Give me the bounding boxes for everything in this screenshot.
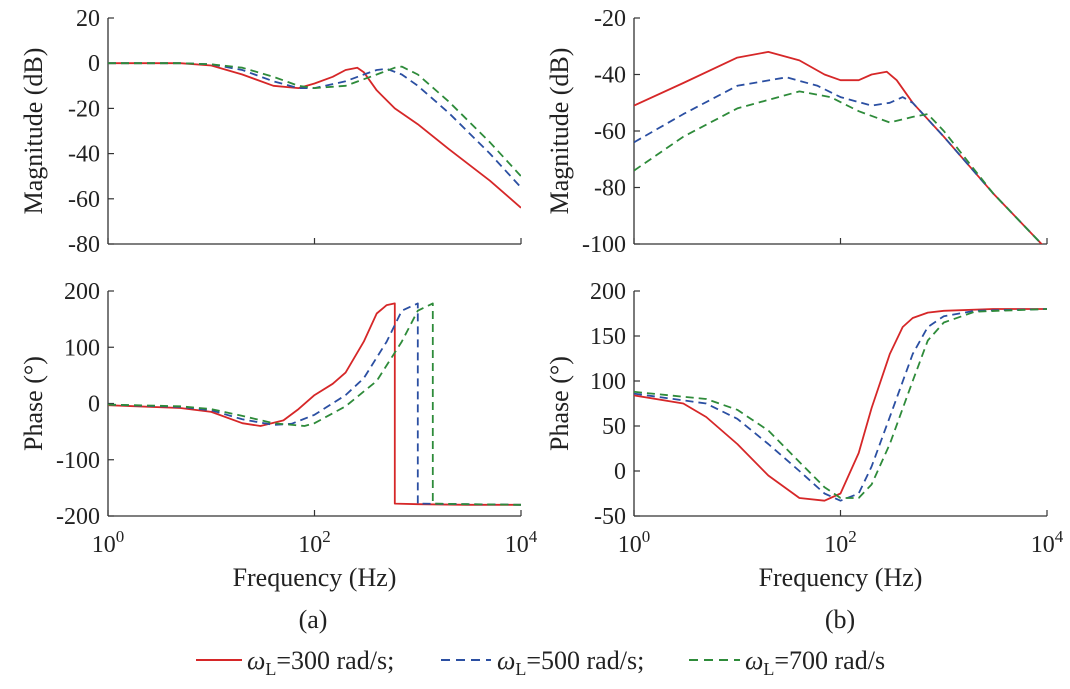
legend-subscript-500: L [515, 659, 526, 679]
caption-a: (a) [299, 605, 328, 634]
y-tick-label-b-phase-2: 100 [590, 369, 626, 395]
series-line-b-mag-0 [634, 51, 1043, 244]
legend-symbol-300: ω [247, 646, 265, 675]
x-tick-base-a-phase-2: 10 [505, 532, 529, 558]
x-tick-base-b-phase-1: 10 [824, 532, 848, 558]
y-tick-label-a-phase-2: 0 [88, 392, 100, 418]
series-group-b-phase [634, 308, 1047, 502]
legend-label-500: =500 rad/s; [526, 646, 644, 675]
y-tick-label-b-phase-1: 150 [590, 324, 626, 350]
series-group-b-mag [634, 51, 1043, 244]
legend: ωL=300 rad/s; ωL=500 rad/s; ωL=700 rad/s [196, 646, 885, 679]
y-tick-label-a-phase-1: 100 [64, 335, 100, 361]
series-line-b-mag-1 [634, 76, 1043, 244]
y-tick-label-a-mag-3: -40 [68, 142, 100, 168]
y-tick-label-a-mag-2: -20 [68, 96, 100, 122]
x-tick-label-b-phase-0: 100 [618, 527, 651, 558]
legend-entry-700: ωL=700 rad/s [745, 646, 885, 679]
series-line-b-phase-0 [634, 308, 1047, 502]
legend-subscript-700: L [763, 659, 774, 679]
series-group-a-phase [108, 302, 521, 506]
y-tick-label-b-phase-0: 200 [590, 279, 626, 305]
x-tick-exp-a-phase-0: 0 [116, 527, 125, 546]
y-tick-label-a-phase-4: -200 [56, 504, 100, 530]
y-tick-label-a-mag-5: -80 [68, 232, 100, 258]
series-line-a-phase-1 [108, 302, 521, 506]
panel-a-magnitude: 20 0 -20 -40 -60 -80 Magnitude (dB) [19, 6, 522, 258]
legend-entry-300: ωL=300 rad/s; [247, 646, 394, 679]
legend-label-700: =700 rad/s [774, 646, 885, 675]
x-tick-exp-b-phase-2: 4 [1055, 527, 1064, 546]
legend-symbol-500: ω [497, 646, 515, 675]
legend-entry-500: ωL=500 rad/s; [497, 646, 644, 679]
x-tick-label-b-phase-1: 102 [824, 527, 857, 558]
x-tick-label-a-phase-2: 104 [505, 527, 538, 558]
series-line-a-phase-0 [108, 302, 521, 506]
x-tick-label-a-phase-0: 100 [92, 527, 125, 558]
x-axis-label-a-phase: Frequency (Hz) [233, 563, 397, 592]
y-tick-label-b-mag-1: -40 [594, 63, 626, 89]
x-tick-exp-b-phase-1: 2 [848, 527, 857, 546]
y-tick-label-b-phase-3: 50 [602, 414, 626, 440]
y-axis-label-a-phase: Phase (°) [19, 356, 48, 451]
y-tick-label-b-phase-5: -50 [594, 504, 626, 530]
legend-label-300: =300 rad/s; [276, 646, 394, 675]
y-tick-label-b-mag-3: -80 [594, 176, 626, 202]
y-tick-label-b-phase-4: 0 [614, 459, 626, 485]
x-tick-exp-b-phase-0: 0 [642, 527, 651, 546]
x-tick-exp-a-phase-1: 2 [322, 527, 331, 546]
x-tick-base-a-phase-1: 10 [298, 532, 322, 558]
legend-subscript-300: L [265, 659, 276, 679]
y-axis-label-b-mag: Magnitude (dB) [545, 48, 574, 215]
y-tick-label-a-phase-0: 200 [64, 279, 100, 305]
caption-b: (b) [825, 605, 855, 634]
x-tick-base-b-phase-0: 10 [618, 532, 642, 558]
x-tick-base-a-phase-0: 10 [92, 532, 116, 558]
series-line-b-phase-2 [634, 308, 1047, 499]
series-group-a-mag [108, 62, 521, 209]
panel-b-magnitude: -20 -40 -60 -80 -100 Magnitude (dB) [545, 6, 1048, 258]
y-tick-label-a-phase-3: -100 [56, 448, 100, 474]
y-axis-label-a-mag: Magnitude (dB) [19, 48, 48, 215]
series-line-a-phase-2 [108, 302, 521, 506]
series-line-a-mag-1 [108, 62, 521, 189]
series-line-b-mag-2 [634, 90, 1043, 244]
y-tick-label-a-mag-4: -60 [68, 187, 100, 213]
series-line-a-mag-0 [108, 62, 521, 209]
x-tick-exp-a-phase-2: 4 [529, 527, 538, 546]
x-tick-label-a-phase-1: 102 [298, 527, 331, 558]
x-axis-label-b-phase: Frequency (Hz) [759, 563, 923, 592]
x-tick-label-b-phase-2: 104 [1031, 527, 1064, 558]
y-axis-label-b-phase: Phase (°) [545, 356, 574, 451]
y-tick-label-b-mag-4: -100 [582, 232, 626, 258]
y-tick-label-b-mag-2: -60 [594, 119, 626, 145]
y-tick-label-b-mag-0: -20 [594, 6, 626, 32]
series-line-a-mag-2 [108, 62, 521, 177]
legend-symbol-700: ω [745, 646, 763, 675]
y-tick-label-a-mag-1: 0 [88, 51, 100, 77]
y-tick-label-a-mag-0: 20 [76, 6, 100, 32]
series-line-b-phase-1 [634, 308, 1047, 502]
x-tick-base-b-phase-2: 10 [1031, 532, 1055, 558]
